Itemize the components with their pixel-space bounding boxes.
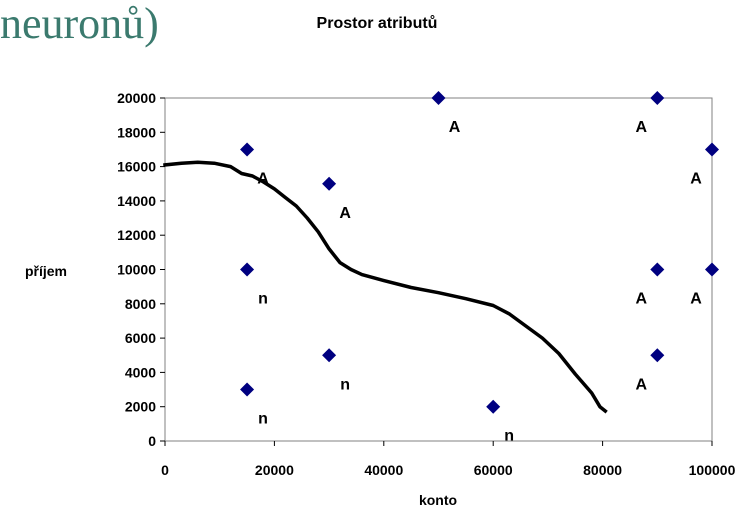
x-tick-label: 40000: [364, 462, 403, 478]
scatter-point: [705, 142, 719, 157]
y-tick-label: 4000: [125, 364, 156, 380]
point-class-label: A: [690, 170, 702, 187]
scatter-point: [240, 382, 255, 397]
point-class-label: A: [449, 119, 461, 136]
y-tick-label: 16000: [117, 159, 156, 175]
y-tick-label: 12000: [117, 227, 156, 243]
y-tick-label: 18000: [117, 124, 156, 140]
x-tick-label: 20000: [255, 462, 294, 478]
x-tick-label: 60000: [474, 462, 513, 478]
data-points: A A A A A A A An n n n: [240, 91, 719, 445]
scatter-point: [322, 348, 337, 363]
point-class-label: n: [340, 376, 350, 393]
point-class-label: A: [636, 291, 648, 308]
y-tick-label: 0: [148, 433, 156, 449]
point-class-label: A: [636, 376, 648, 393]
scatter-point: [650, 91, 665, 105]
y-tick-label: 10000: [117, 262, 156, 278]
scatter-point: [486, 399, 501, 414]
scatter-point: [650, 262, 665, 277]
point-class-label: A: [339, 205, 351, 222]
scatter-point: [650, 348, 665, 363]
x-axis: 0 20000 40000 60000 80000 100000: [161, 441, 736, 478]
x-tick-label: 80000: [583, 462, 622, 478]
point-class-label: A: [257, 170, 269, 187]
x-tick-label: 100000: [689, 462, 736, 478]
point-class-label: A: [636, 119, 648, 136]
scatter-point: [240, 142, 255, 157]
point-class-label: A: [690, 291, 702, 308]
scatter-point: [705, 262, 719, 277]
y-axis-label: příjem: [25, 263, 67, 279]
y-tick-label: 6000: [125, 330, 156, 346]
y-tick-label: 2000: [125, 399, 156, 415]
point-class-label: n: [258, 411, 268, 428]
y-tick-label: 14000: [117, 193, 156, 209]
chart-title: Prostor atributů: [317, 15, 438, 32]
scatter-point: [431, 91, 446, 105]
point-class-label: n: [258, 291, 268, 308]
decision-boundary-line: [163, 160, 608, 414]
x-tick-label: 0: [161, 462, 169, 478]
slide-title-fragment: neuronů): [0, 0, 159, 48]
point-class-label: n: [504, 428, 514, 445]
scatter-point: [240, 262, 255, 277]
scatter-point: [322, 176, 337, 191]
y-tick-label: 8000: [125, 296, 156, 312]
y-tick-label: 20000: [117, 90, 156, 106]
x-axis-label: konto: [419, 492, 457, 508]
y-axis: 0 2000 4000 6000 8000 10000 12000 14000 16000 180…: [117, 90, 165, 449]
